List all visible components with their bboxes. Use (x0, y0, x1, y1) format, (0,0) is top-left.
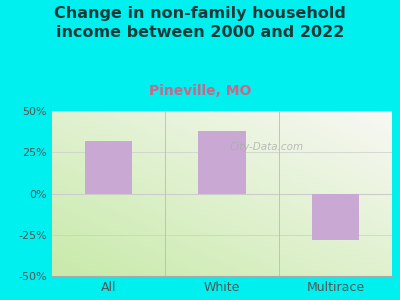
Bar (198, 131, 246, 194)
Bar (85, 141, 132, 194)
Text: Change in non-family household
income between 2000 and 2022: Change in non-family household income be… (54, 6, 346, 40)
Bar (312, 194, 359, 240)
Text: City-Data.com: City-Data.com (229, 142, 303, 152)
Text: Pineville, MO: Pineville, MO (149, 84, 251, 98)
